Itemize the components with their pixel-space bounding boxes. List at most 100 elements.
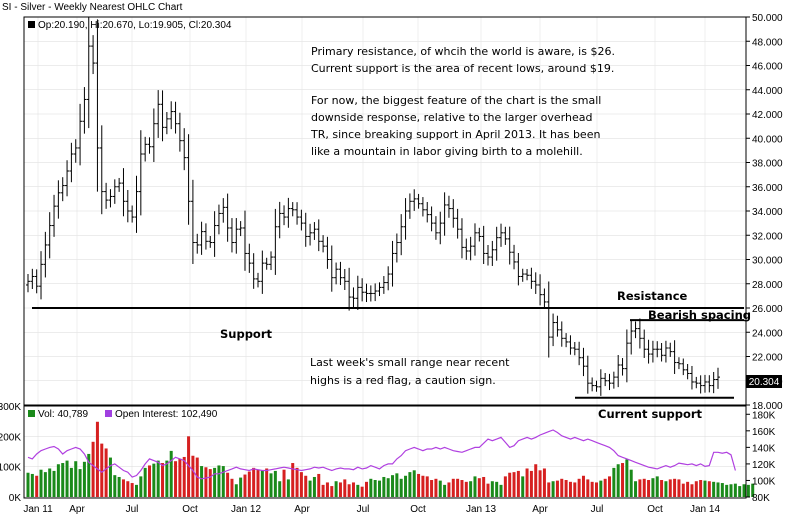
x-tick-label: Apr [294,504,310,515]
volume-bar [430,480,434,497]
volume-bar [451,478,455,497]
volume-bar [273,470,277,497]
support-label: Support [220,327,273,341]
volume-legend-swatch [28,410,35,417]
volume-bar [681,483,685,497]
note-feature-line4: like a mountain in labor giving birth to… [311,145,583,158]
current-support-label: Current support [598,407,703,421]
volume-bar [490,481,494,497]
volume-bar [473,476,477,497]
volume-bar [456,478,460,497]
volume-bar [738,486,742,497]
price-tick-label: 18.000 [752,401,783,412]
volume-bar [412,470,416,497]
volume-bar [608,476,612,497]
volume-bar [312,476,316,497]
ohlc-readout: Op:20.190, Hi:20.670, Lo:19.905, Cl:20.3… [38,20,232,31]
volume-bar [434,478,438,497]
volume-bar [338,482,342,497]
volume-bar [108,457,112,497]
volume-bar [121,479,125,497]
price-tick-label: 34.000 [752,207,783,218]
volume-bar [568,481,572,497]
volume-bar [56,464,60,497]
volume-tick-label: 200K [0,432,21,443]
volume-bar [642,478,646,497]
volume-bar [382,476,386,497]
price-tick-label: 48.000 [752,37,783,48]
volume-bar [525,468,529,497]
volume-bar [165,460,169,497]
volume-bar [577,478,581,497]
x-tick-label: Jan 12 [231,504,261,515]
price-tick-label: 24.000 [752,328,783,339]
volume-bar [169,450,173,497]
volume-bar [421,475,425,497]
last-price-value: 20.304 [749,377,780,388]
volume-bar [677,479,681,497]
volume-bar [208,469,212,497]
open-interest-line [27,429,736,480]
volume-bar [256,469,260,497]
volume-bar [234,484,238,497]
volume-bars [26,421,755,497]
volume-bar [599,480,603,497]
volume-bar [191,455,195,497]
volume-bar [117,476,121,497]
volume-bar [286,479,290,497]
volume-tick-label: 100K [0,463,21,474]
volume-bar [91,441,95,497]
volume-bar [347,484,351,497]
volume-panel-frame [23,405,747,499]
volume-bar [720,483,724,497]
volume-bar [469,481,473,497]
volume-bar [425,476,429,497]
volume-bar [742,484,746,497]
note-feature-line2: downside response, relative to the large… [311,111,592,124]
oi-tick-label: 160K [752,427,776,438]
volume-bar [378,480,382,497]
oi-tick-label: 80K [752,493,770,504]
volume-bar [725,484,729,497]
volume-bar [564,480,568,497]
note-resistance-line2: Current support is the area of recent lo… [311,62,614,75]
volume-bar [65,460,69,497]
volume-bar [399,478,403,497]
price-tick-label: 40.000 [752,134,783,145]
volume-bar [590,481,594,497]
volume-bar [217,465,221,497]
volume-bar [200,466,204,497]
price-grid [24,16,746,498]
volume-bar [386,478,390,497]
volume-bar [61,463,65,497]
volume-bar [161,463,165,497]
volume-bar [152,463,156,497]
volume-bar [464,481,468,497]
volume-bar [560,478,564,497]
volume-bar [603,478,607,497]
volume-bar [707,481,711,497]
volume-bar [317,473,321,497]
volume-bar [729,484,733,497]
volume-bar [512,472,516,497]
volume-bar [664,481,668,497]
volume-bar [638,479,642,497]
volume-bar [408,472,412,497]
volume-bar [230,478,234,497]
volume-bar [594,482,598,497]
volume-bar [417,473,421,497]
volume-bar [716,482,720,497]
volume-bar [486,483,490,497]
volume-bar [330,486,334,497]
volume-bar [48,468,52,497]
price-tick-label: 38.000 [752,159,783,170]
volume-bar [247,471,251,497]
chart-title: SI - Silver - Weekly Nearest OHLC Chart [2,2,183,13]
volume-bar [43,472,47,497]
volume-bar [438,480,442,497]
volume-bar [82,461,86,497]
volume-bar [143,467,147,497]
volume-bar [686,481,690,497]
price-tick-label: 30.000 [752,256,783,267]
